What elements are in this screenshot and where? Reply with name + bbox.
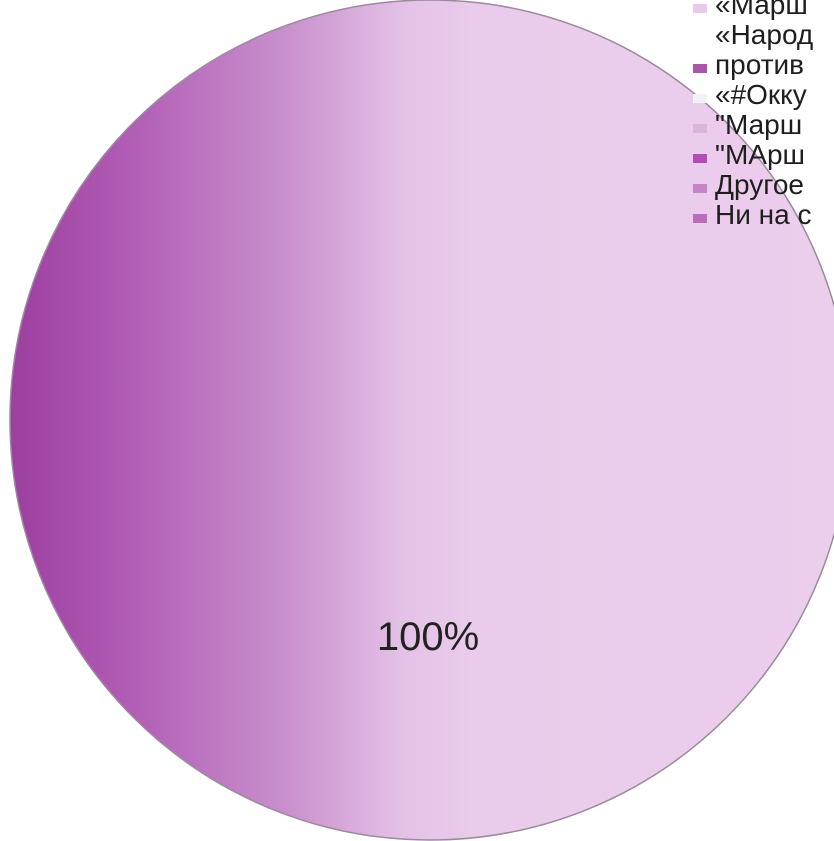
- legend-item: «Марш: [693, 0, 834, 20]
- legend-swatch: [693, 4, 707, 13]
- pie-slice-value-label: 100%: [377, 615, 479, 659]
- legend-label: против: [715, 49, 805, 80]
- legend-item: Другое: [693, 170, 834, 200]
- legend-swatch: [693, 124, 707, 133]
- legend-item: «#Окку: [693, 80, 834, 110]
- pie-slice: [9, 0, 834, 841]
- legend-swatch: [693, 214, 707, 223]
- legend-label: «Марш: [715, 0, 808, 20]
- legend-item: "МАрш: [693, 140, 834, 170]
- legend-swatch: [693, 64, 707, 73]
- legend-item: "Марш: [693, 110, 834, 140]
- legend-item: «Народ против: [693, 20, 834, 80]
- legend-label: Ни на с: [715, 199, 812, 230]
- legend-item: Ни на с: [693, 200, 834, 230]
- legend-label: "Марш: [715, 109, 803, 140]
- legend-label: Другое: [715, 169, 804, 200]
- chart-legend: «Марш «Народ против «#Окку "Марш "МАрш Другое Н…: [693, 0, 834, 230]
- legend-label: "МАрш: [715, 139, 805, 170]
- legend-swatch: [693, 94, 707, 103]
- legend-label: «Народ: [715, 19, 814, 50]
- legend-label: «#Окку: [715, 79, 807, 110]
- legend-swatch: [693, 184, 707, 193]
- legend-swatch: [693, 154, 707, 163]
